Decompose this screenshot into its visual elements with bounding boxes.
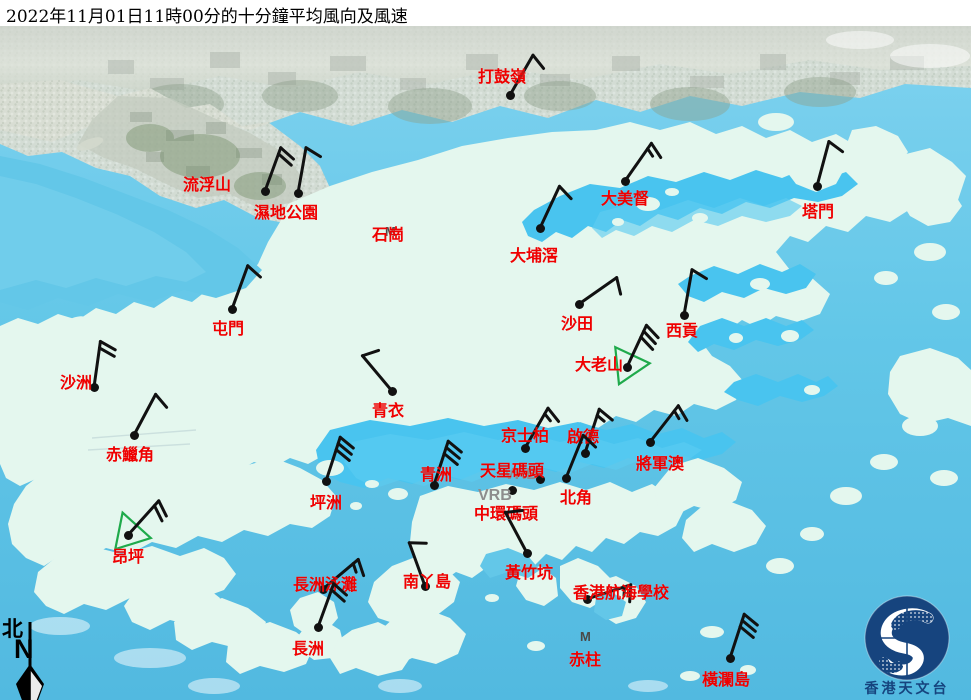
station-label: 塔門 — [802, 202, 835, 221]
station-dot-icon — [520, 443, 530, 453]
station-label: 長洲泳灘 — [293, 575, 358, 594]
station-label: 天星碼頭 — [480, 461, 545, 480]
compass-needle-icon — [16, 622, 44, 700]
station-label: 坪洲 — [310, 493, 343, 512]
title-bar: 2022年11月01日11時00分的十分鐘平均風向及風速 — [0, 0, 971, 27]
station-dot-icon — [89, 382, 99, 392]
wind-barb-icon — [583, 407, 614, 455]
station-label: 大埔滘 — [510, 246, 559, 265]
station-label: 打鼓嶺 — [478, 67, 527, 86]
station-dot-icon — [293, 188, 303, 198]
station-dot-icon — [535, 474, 545, 484]
wind-barb-icon — [360, 348, 394, 393]
variable-wind-marker: VRB — [478, 487, 512, 504]
hko-logo-cn: 香港天文台 — [864, 681, 950, 697]
station-dot-icon — [507, 485, 517, 495]
station-dot-icon — [313, 622, 323, 632]
station-label: 橫瀾島 — [702, 670, 751, 689]
station-label: 沙田 — [561, 314, 594, 333]
station-label: 青洲 — [420, 465, 453, 484]
station-label: 南丫島 — [403, 572, 452, 591]
station-label: 大美督 — [601, 189, 650, 208]
wind-barb-icon — [538, 184, 573, 230]
wind-barb-icon — [648, 404, 689, 444]
station-dot-icon — [321, 476, 331, 486]
station-label: 昂坪 — [112, 547, 145, 566]
wind-barb-icon — [682, 268, 708, 317]
station-dot-icon — [260, 186, 270, 196]
station-dot-icon — [574, 299, 584, 309]
variable-wind-marker: VRB — [504, 466, 538, 483]
station-label: 黃竹坑 — [505, 563, 554, 582]
station-label: 青衣 — [372, 401, 405, 420]
station-dot-icon — [535, 223, 545, 233]
station-dot-icon — [420, 581, 430, 591]
station-dot-icon — [123, 530, 133, 540]
station-label: 京士柏 — [501, 426, 550, 445]
station-dot-icon — [725, 653, 735, 663]
wind-barb-icon — [577, 276, 623, 306]
station-dot-icon — [505, 90, 515, 100]
compass-north-en: N — [14, 634, 34, 664]
wind-barb-icon — [564, 433, 598, 480]
station-dot-icon — [582, 594, 592, 604]
station-dot-icon — [129, 430, 139, 440]
station-label: 西貢 — [666, 321, 699, 340]
station-label: 赤鱲角 — [106, 445, 155, 464]
compass-north-cn: 北 — [2, 616, 23, 641]
wind-barb-icon — [815, 140, 845, 188]
station-dot-icon — [645, 437, 655, 447]
compass-rose: 北 N — [2, 618, 58, 700]
wind-barb-icon — [230, 264, 262, 311]
hko-emblem-icon — [864, 595, 950, 681]
wind-barb-icon — [113, 499, 168, 551]
station-dot-icon — [580, 448, 590, 458]
wind-barb-icon — [623, 141, 663, 183]
station-label: 濕地公園 — [254, 203, 319, 222]
station-label: 赤柱 — [569, 650, 602, 669]
wind-barb-icon — [321, 557, 366, 591]
station-dot-icon — [522, 548, 532, 558]
wind-barb-icon — [432, 439, 463, 487]
wind-barb-icon — [585, 583, 633, 604]
station-label: 香港航海學校 — [573, 583, 670, 602]
wind-barb-icon — [613, 323, 660, 387]
wind-barb-icon — [324, 435, 355, 483]
wind-barb-icon — [523, 406, 561, 450]
wind-barb-icon — [132, 392, 169, 437]
wind-barb-icon — [728, 612, 759, 660]
map-canvas[interactable]: 打鼓嶺 流浮山 濕地公園 M 石崗 大美督 大埔滘 塔門 屯門 沙田 西貢 大老山 沙洲 青衣 赤鱲角 京士柏… — [0, 26, 971, 700]
wind-barb-icon — [92, 339, 117, 389]
station-dot-icon — [429, 480, 439, 490]
station-dot-icon — [561, 473, 571, 483]
station-dot-icon — [387, 386, 397, 396]
map-basemap — [0, 26, 971, 700]
station-label: 長洲 — [292, 639, 325, 658]
missing-data-marker: M — [580, 629, 591, 644]
station-dot-icon — [812, 181, 822, 191]
missing-data-marker: M — [385, 224, 396, 239]
wind-barb-icon — [407, 541, 428, 588]
station-dot-icon — [620, 176, 630, 186]
wind-barb-icon — [508, 53, 546, 97]
wind-barb-icon — [296, 146, 322, 195]
station-label: 沙洲 — [60, 373, 93, 392]
hko-logo: 香港天文台 HONG KONG OBSERVATORY — [846, 592, 968, 700]
station-dot-icon — [227, 304, 237, 314]
station-label: 大老山 — [575, 355, 624, 374]
wind-barb-icon — [503, 508, 529, 555]
wind-barb-icon — [316, 582, 348, 629]
station-label: 將軍澳 — [636, 454, 685, 473]
station-label: 屯門 — [212, 319, 245, 338]
station-dot-icon — [622, 362, 632, 372]
station-dot-icon — [679, 310, 689, 320]
station-label: 石崗 — [372, 225, 405, 244]
station-label: 流浮山 — [183, 175, 232, 194]
page-title: 2022年11月01日11時00分的十分鐘平均風向及風速 — [6, 7, 408, 27]
station-label: 北角 — [560, 488, 593, 507]
wind-barb-icon — [263, 146, 295, 193]
station-dot-icon — [318, 584, 328, 594]
